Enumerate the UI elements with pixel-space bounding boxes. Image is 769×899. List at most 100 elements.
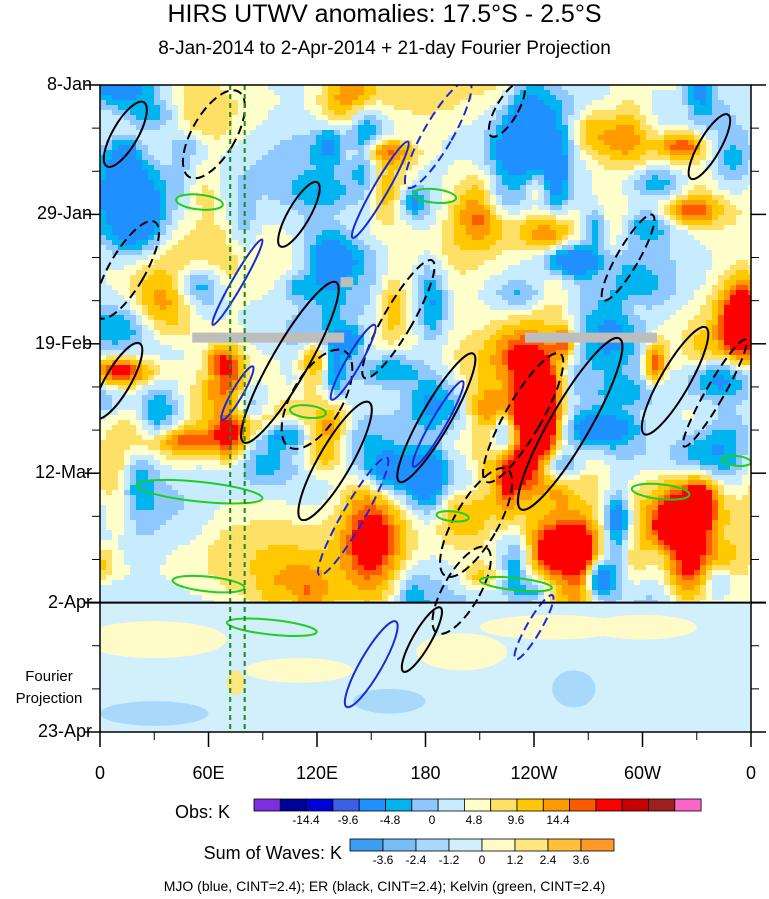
obs-colorbar-label: Obs: K: [174, 802, 230, 822]
er-contour-11: [481, 352, 565, 484]
waves-colorbar-swatch: [448, 838, 483, 852]
y-tick-label: 12-Mar: [34, 462, 92, 483]
mjo-contour-6: [343, 620, 399, 709]
obs-colorbar-swatch: [411, 798, 439, 812]
waves-colorbar-label: Sum of Waves: K: [203, 843, 342, 863]
kelvin-contour-0: [175, 193, 224, 211]
er-contour-17: [487, 85, 526, 138]
er-contour-0: [102, 100, 148, 168]
kelvin-contour-6: [171, 574, 246, 594]
obs-colorbar-tick-label: -14.4: [292, 813, 320, 827]
waves-colorbar-tick-label: 0: [478, 853, 486, 867]
plot-frame: [85, 84, 766, 747]
er-contour-4: [100, 341, 144, 420]
obs-colorbar-swatch: [648, 798, 676, 812]
kelvin-contour-1: [411, 187, 458, 205]
waves-colorbar-tick-label: -1.2: [438, 853, 460, 867]
er-contour-10: [439, 467, 514, 578]
waves-colorbar-swatch: [514, 838, 549, 852]
obs-colorbar-swatch: [385, 798, 413, 812]
chart-subtitle: 8-Jan-2014 to 2-Apr-2014 + 21-day Fourie…: [158, 38, 611, 59]
kelvin-contour-3: [288, 404, 327, 419]
obs-colorbar-tick-label: -4.8: [379, 813, 401, 827]
er-contour-7: [361, 259, 436, 380]
er-contour-15: [682, 338, 748, 448]
waves-colorbar-swatch: [547, 838, 582, 852]
obs-colorbar-swatch: [490, 798, 518, 812]
kelvin-contour-7: [225, 617, 318, 637]
er-contour-19: [400, 606, 443, 673]
mjo-contour-5: [316, 456, 390, 577]
x-tick-label: 180: [410, 763, 441, 783]
obs-colorbar-tick-label: 14.4: [546, 813, 570, 827]
missing-data-bar: [192, 332, 345, 343]
obs-colorbar-swatch: [516, 798, 544, 812]
y-tick-label: 2-Apr: [47, 591, 92, 612]
er-contour-16: [687, 113, 732, 181]
waves-colorbar-swatch: [349, 838, 384, 852]
y-tick-label: 29-Jan: [36, 203, 92, 224]
obs-colorbar-tick-label: 0: [428, 813, 436, 827]
er-contour-8: [396, 352, 477, 484]
waves-colorbar-tick-label: -2.4: [405, 853, 427, 867]
waves-colorbar-tick-label: 2.4: [539, 853, 557, 867]
waves-colorbar-swatch: [580, 838, 615, 852]
obs-colorbar-swatch: [306, 798, 334, 812]
kelvin-contour-2: [135, 478, 264, 505]
kelvin-contour-8: [435, 510, 470, 523]
mjo-contour-8: [220, 365, 255, 421]
chart-title: HIRS UTWV anomalies: 17.5°S - 2.5°S: [167, 0, 602, 28]
waves-colorbar-swatch: [415, 838, 450, 852]
mjo-contour-3: [329, 323, 377, 401]
er-contour-14: [640, 325, 710, 436]
mjo-contour-1: [350, 140, 410, 239]
obs-colorbar-swatch: [463, 798, 492, 812]
y-tick-label: 19-Feb: [34, 332, 92, 353]
waves-colorbar-swatch: [481, 838, 516, 852]
obs-colorbar-swatch: [332, 798, 360, 812]
waves-colorbar-swatch: [382, 838, 417, 852]
y-tick-label: 8-Jan: [46, 74, 92, 94]
er-contour-5: [240, 280, 340, 444]
waves-colorbar-tick-label: 1.2: [506, 853, 524, 867]
wave-legend-footer: MJO (blue, CINT=2.4); ER (black, CINT=2.…: [163, 878, 606, 894]
er-contour-13: [600, 213, 656, 302]
obs-colorbar-swatch: [279, 798, 307, 812]
obs-colorbar-swatch: [358, 798, 386, 812]
mjo-contour-4: [411, 380, 465, 468]
anomaly-field: [100, 85, 751, 732]
x-tick-label: 120W: [510, 763, 558, 783]
x-tick-label: 120E: [295, 763, 339, 783]
obs-colorbar-tick-label: 4.8: [465, 813, 483, 827]
x-tick-label: 0: [745, 763, 756, 783]
obs-colorbar-swatch: [595, 798, 623, 812]
obs-colorbar-tick-label: 9.6: [507, 813, 525, 827]
mjo-contour-7: [513, 594, 555, 661]
waves-colorbar-tick-label: -3.6: [372, 853, 394, 867]
kelvin-contour-4: [630, 482, 691, 501]
fourier-projection-label: Fourier Projection: [15, 668, 83, 707]
mjo-contour-2: [211, 238, 264, 326]
er-contour-9: [297, 400, 373, 522]
obs-colorbar-swatch: [542, 798, 570, 812]
er-contour-3: [100, 219, 160, 320]
missing-data-bar: [340, 277, 354, 288]
er-contour-2: [277, 180, 321, 248]
waves-colorbar-tick-label: 3.6: [572, 853, 590, 867]
x-tick-label: 60W: [623, 763, 661, 783]
x-tick-label: 0: [94, 763, 105, 783]
er-contour-18: [431, 545, 492, 635]
er-contour-12: [516, 336, 624, 511]
obs-colorbar: [253, 798, 702, 812]
obs-colorbar-swatch: [674, 798, 702, 812]
y-tick-label: 23-Apr: [37, 721, 92, 741]
obs-colorbar-swatch: [621, 798, 649, 812]
obs-colorbar-swatch: [569, 798, 597, 812]
missing-data-bar: [524, 332, 657, 343]
er-contour-1: [181, 89, 246, 180]
obs-colorbar-swatch: [437, 798, 465, 812]
x-tick-label: 60E: [192, 763, 225, 783]
obs-colorbar-tick-label: -9.6: [337, 813, 359, 827]
kelvin-contour-5: [478, 575, 553, 593]
